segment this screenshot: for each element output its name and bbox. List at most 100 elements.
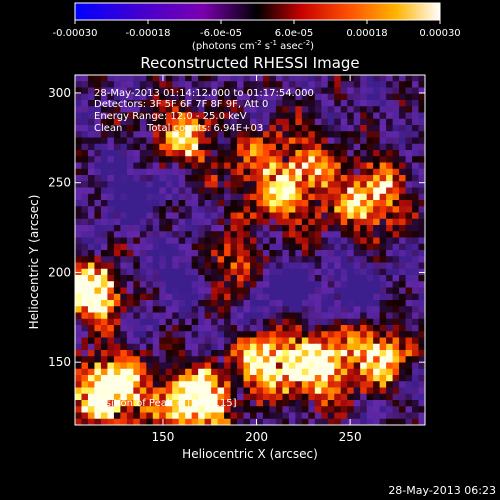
heatmap-cell (250, 400, 258, 407)
heatmap-cell (334, 93, 342, 101)
heatmap-cell (379, 381, 387, 389)
heatmap-cell (198, 418, 206, 425)
heatmap-cell (113, 150, 121, 157)
heatmap-cell (392, 387, 400, 395)
heatmap-cell (392, 275, 400, 282)
heatmap-cell (347, 156, 355, 164)
heatmap-cell (405, 150, 413, 157)
heatmap-cell (399, 231, 407, 239)
heatmap-cell (94, 143, 102, 151)
heatmap-cell (353, 350, 361, 357)
heatmap-cell (347, 418, 355, 425)
heatmap-cell (230, 125, 238, 132)
heatmap-cell (87, 418, 96, 425)
heatmap-cell (100, 150, 109, 157)
heatmap-cell (392, 237, 400, 245)
heatmap-cell (282, 306, 290, 314)
heatmap-cell (327, 356, 335, 364)
heatmap-cell (366, 337, 374, 345)
heatmap-cell (386, 162, 394, 170)
heatmap-cell (392, 200, 400, 207)
heatmap-cell (81, 275, 89, 282)
heatmap-cell (347, 262, 355, 270)
heatmap-cell (347, 275, 355, 282)
heatmap-cell (230, 281, 238, 289)
heatmap-cell (392, 75, 400, 82)
heatmap-cell (301, 187, 309, 195)
heatmap-cell (152, 118, 160, 126)
heatmap-cell (360, 356, 368, 364)
heatmap-cell (81, 87, 89, 95)
heatmap-cell (172, 293, 180, 301)
heatmap-cell (198, 300, 206, 307)
heatmap-cell (360, 93, 368, 101)
heatmap-cell (81, 337, 89, 345)
heatmap-cell (327, 81, 335, 89)
heatmap-cell (334, 118, 342, 126)
heatmap-cell (113, 262, 121, 270)
heatmap-cell (87, 143, 96, 151)
heatmap-cell (100, 131, 109, 139)
heatmap-cell (353, 256, 361, 264)
heatmap-cell (373, 168, 381, 176)
heatmap-cell (120, 162, 128, 170)
heatmap-cell (366, 193, 374, 201)
heatmap-cell (308, 262, 316, 270)
heatmap-cell (230, 118, 238, 126)
heatmap-cell (392, 412, 400, 420)
heatmap-cell (327, 393, 335, 401)
heatmap-cell (75, 362, 83, 370)
heatmap-cell (204, 225, 212, 232)
heatmap-cell (87, 237, 96, 245)
heatmap-cell (373, 206, 381, 214)
heatmap-cell (230, 187, 238, 195)
heatmap-cell (269, 162, 277, 170)
heatmap-cell (230, 225, 238, 232)
heatmap-cell (386, 337, 394, 345)
heatmap-cell (340, 293, 348, 301)
heatmap-cell (412, 325, 420, 332)
heatmap-cell (75, 156, 83, 164)
heatmap-cell (418, 175, 425, 182)
heatmap-cell (217, 387, 225, 395)
heatmap-cell (269, 362, 277, 370)
heatmap-cell (113, 125, 121, 132)
heatmap-cell (243, 193, 251, 201)
heatmap-cell (198, 93, 206, 101)
heatmap-cell (113, 243, 121, 251)
heatmap-cell (94, 218, 102, 226)
heatmap-cell (159, 243, 167, 251)
heatmap-cell (100, 350, 109, 357)
heatmap-cell (126, 268, 134, 276)
heatmap-cell (120, 156, 128, 164)
heatmap-cell (295, 200, 303, 207)
heatmap-cell (386, 181, 394, 189)
heatmap-cell (198, 237, 206, 245)
heatmap-cell (211, 175, 219, 182)
heatmap-cell (366, 256, 374, 264)
heatmap-cell (139, 137, 147, 145)
heatmap-cell (295, 175, 303, 182)
heatmap-cell (224, 312, 232, 320)
heatmap-cell (373, 256, 381, 264)
heatmap-cell (75, 106, 83, 114)
heatmap-cell (262, 400, 271, 407)
heatmap-cell (204, 150, 212, 157)
heatmap-cell (211, 218, 219, 226)
heatmap-cell (87, 87, 96, 95)
heatmap-cell (373, 268, 381, 276)
heatmap-cell (308, 268, 316, 276)
heatmap-cell (379, 256, 387, 264)
heatmap-cell (139, 125, 147, 132)
heatmap-cell (327, 143, 335, 151)
heatmap-cell (340, 131, 348, 139)
heatmap-cell (75, 406, 83, 414)
heatmap-cell (275, 368, 284, 376)
heatmap-cell (418, 237, 425, 245)
heatmap-cell (75, 293, 83, 301)
heatmap-cell (230, 193, 238, 201)
heatmap-cell (282, 118, 290, 126)
heatmap-cell (120, 275, 128, 282)
heatmap-cell (314, 281, 322, 289)
heatmap-cell (113, 156, 121, 164)
